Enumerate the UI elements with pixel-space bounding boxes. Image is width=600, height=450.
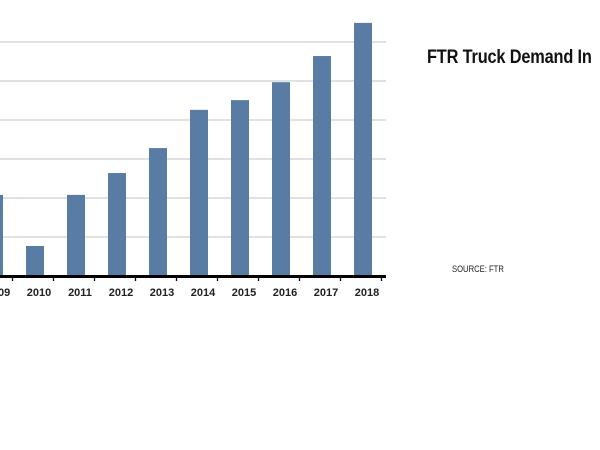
x-tick-label: 2016 xyxy=(273,287,297,299)
bar-2010 xyxy=(26,245,44,276)
x-tick-label: 2018 xyxy=(355,287,379,299)
bar-2012 xyxy=(108,173,126,276)
bar-2014 xyxy=(190,109,208,276)
chart-source: SOURCE: FTR xyxy=(452,264,504,274)
bar-2013 xyxy=(149,148,167,276)
bar-2017 xyxy=(313,56,331,276)
x-tick-label: 2017 xyxy=(314,287,338,299)
bar-2011 xyxy=(67,194,85,276)
x-tick-label: 2014 xyxy=(191,287,216,299)
bar-2018 xyxy=(354,22,372,276)
bar-2009 xyxy=(0,194,3,276)
x-tick-label: 2010 xyxy=(27,287,51,299)
x-tick-label: 2011 xyxy=(68,287,92,299)
x-tick-label: 2013 xyxy=(150,287,174,299)
chart-title: FTR Truck Demand In xyxy=(427,47,592,68)
bar-2016 xyxy=(272,82,290,276)
x-tick-label: 2015 xyxy=(232,287,256,299)
x-tick-label: 2009 xyxy=(0,287,10,299)
bar-2015 xyxy=(231,100,249,276)
x-tick-label: 2012 xyxy=(109,287,133,299)
